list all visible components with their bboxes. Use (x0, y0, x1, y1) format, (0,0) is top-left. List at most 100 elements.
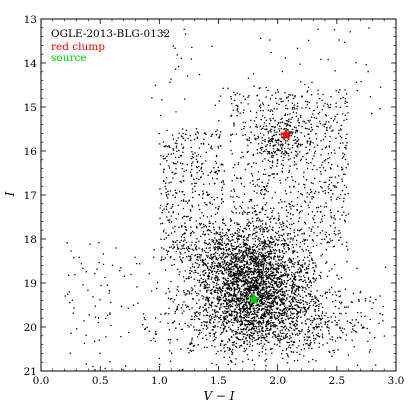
field-star-point (211, 240, 214, 243)
field-star-point (242, 295, 244, 297)
field-star-point (260, 284, 262, 286)
field-star-point (230, 242, 233, 245)
field-star-point (228, 240, 230, 242)
field-star-point (152, 337, 155, 340)
field-star-point (247, 322, 250, 325)
field-star-point (313, 152, 316, 154)
field-star-point (276, 239, 279, 241)
field-star-point (336, 113, 338, 116)
field-star-point (208, 275, 210, 278)
field-star-point (274, 248, 277, 251)
field-star-point (308, 128, 310, 130)
field-star-point (236, 114, 238, 117)
field-star-point (203, 304, 206, 306)
field-star-point (329, 209, 332, 211)
field-star-point (277, 142, 279, 144)
field-star-point (287, 147, 289, 149)
field-star-point (259, 258, 261, 261)
field-star-point (265, 264, 268, 266)
field-star-point (282, 228, 285, 231)
field-star-point (215, 272, 217, 274)
field-star-point (292, 252, 294, 254)
field-star-point (275, 336, 277, 339)
field-star-point (273, 314, 276, 316)
field-star-point (238, 231, 240, 233)
field-star-point (215, 352, 218, 355)
field-star-point (209, 265, 212, 268)
field-star-point (260, 337, 263, 339)
field-star-point (229, 303, 231, 306)
field-star-point (233, 99, 236, 102)
field-star-point (267, 132, 270, 134)
field-star-point (244, 325, 246, 327)
field-star-point (260, 193, 263, 196)
field-star-point (337, 181, 339, 184)
field-star-point (238, 289, 241, 292)
field-star-point (266, 320, 269, 322)
field-star-point (345, 339, 347, 341)
field-star-point (265, 358, 268, 361)
field-star-point (318, 274, 321, 277)
field-star-point (305, 158, 307, 161)
field-star-point (296, 102, 299, 105)
field-star-point (225, 250, 228, 252)
field-star-point (297, 268, 300, 271)
field-star-point (222, 222, 224, 224)
field-star-point (274, 274, 277, 276)
field-star-point (281, 251, 284, 253)
field-star-point (308, 193, 310, 196)
field-star-point (265, 353, 267, 355)
field-star-point (213, 267, 216, 269)
field-star-point (289, 148, 291, 150)
field-star-point (225, 318, 227, 321)
field-star-point (253, 252, 255, 254)
field-star-point (260, 288, 262, 291)
field-star-point (324, 262, 327, 264)
field-star-point (337, 175, 340, 177)
field-star-point (281, 167, 284, 169)
field-star-point (266, 329, 269, 332)
field-star-point (382, 320, 384, 322)
field-star-point (196, 292, 198, 294)
field-star-point (193, 138, 196, 141)
field-star-point (198, 208, 201, 211)
field-star-point (239, 299, 242, 302)
field-star-point (209, 332, 212, 335)
field-star-point (276, 279, 279, 281)
field-star-point (207, 251, 209, 254)
field-star-point (264, 313, 266, 315)
field-star-point (303, 183, 306, 186)
field-star-point (268, 123, 271, 125)
field-star-point (205, 271, 207, 274)
field-star-point (271, 315, 273, 318)
field-star-point (172, 211, 174, 214)
field-star-point (344, 97, 347, 100)
field-star-point (194, 152, 196, 154)
field-star-point (269, 317, 272, 319)
field-star-point (246, 273, 249, 276)
field-star-point (319, 180, 321, 183)
field-star-point (315, 338, 317, 340)
field-star-point (234, 264, 236, 266)
field-star-point (269, 328, 272, 331)
field-star-point (214, 248, 217, 250)
field-star-point (345, 245, 348, 248)
field-star-point (334, 340, 337, 342)
field-star-point (262, 263, 265, 266)
field-star-point (250, 257, 252, 259)
field-star-point (220, 303, 222, 305)
field-star-point (327, 316, 329, 319)
field-star-point (280, 313, 282, 315)
field-star-point (264, 294, 266, 296)
field-star-point (214, 314, 217, 317)
field-star-point (336, 337, 339, 339)
field-star-point (137, 302, 139, 305)
field-star-point (262, 336, 264, 339)
field-star-point (254, 311, 256, 314)
field-star-point (262, 295, 264, 297)
field-star-point (175, 162, 177, 165)
field-star-point (281, 274, 283, 277)
field-star-point (274, 126, 276, 128)
field-star-point (254, 250, 257, 253)
field-star-point (218, 243, 220, 246)
